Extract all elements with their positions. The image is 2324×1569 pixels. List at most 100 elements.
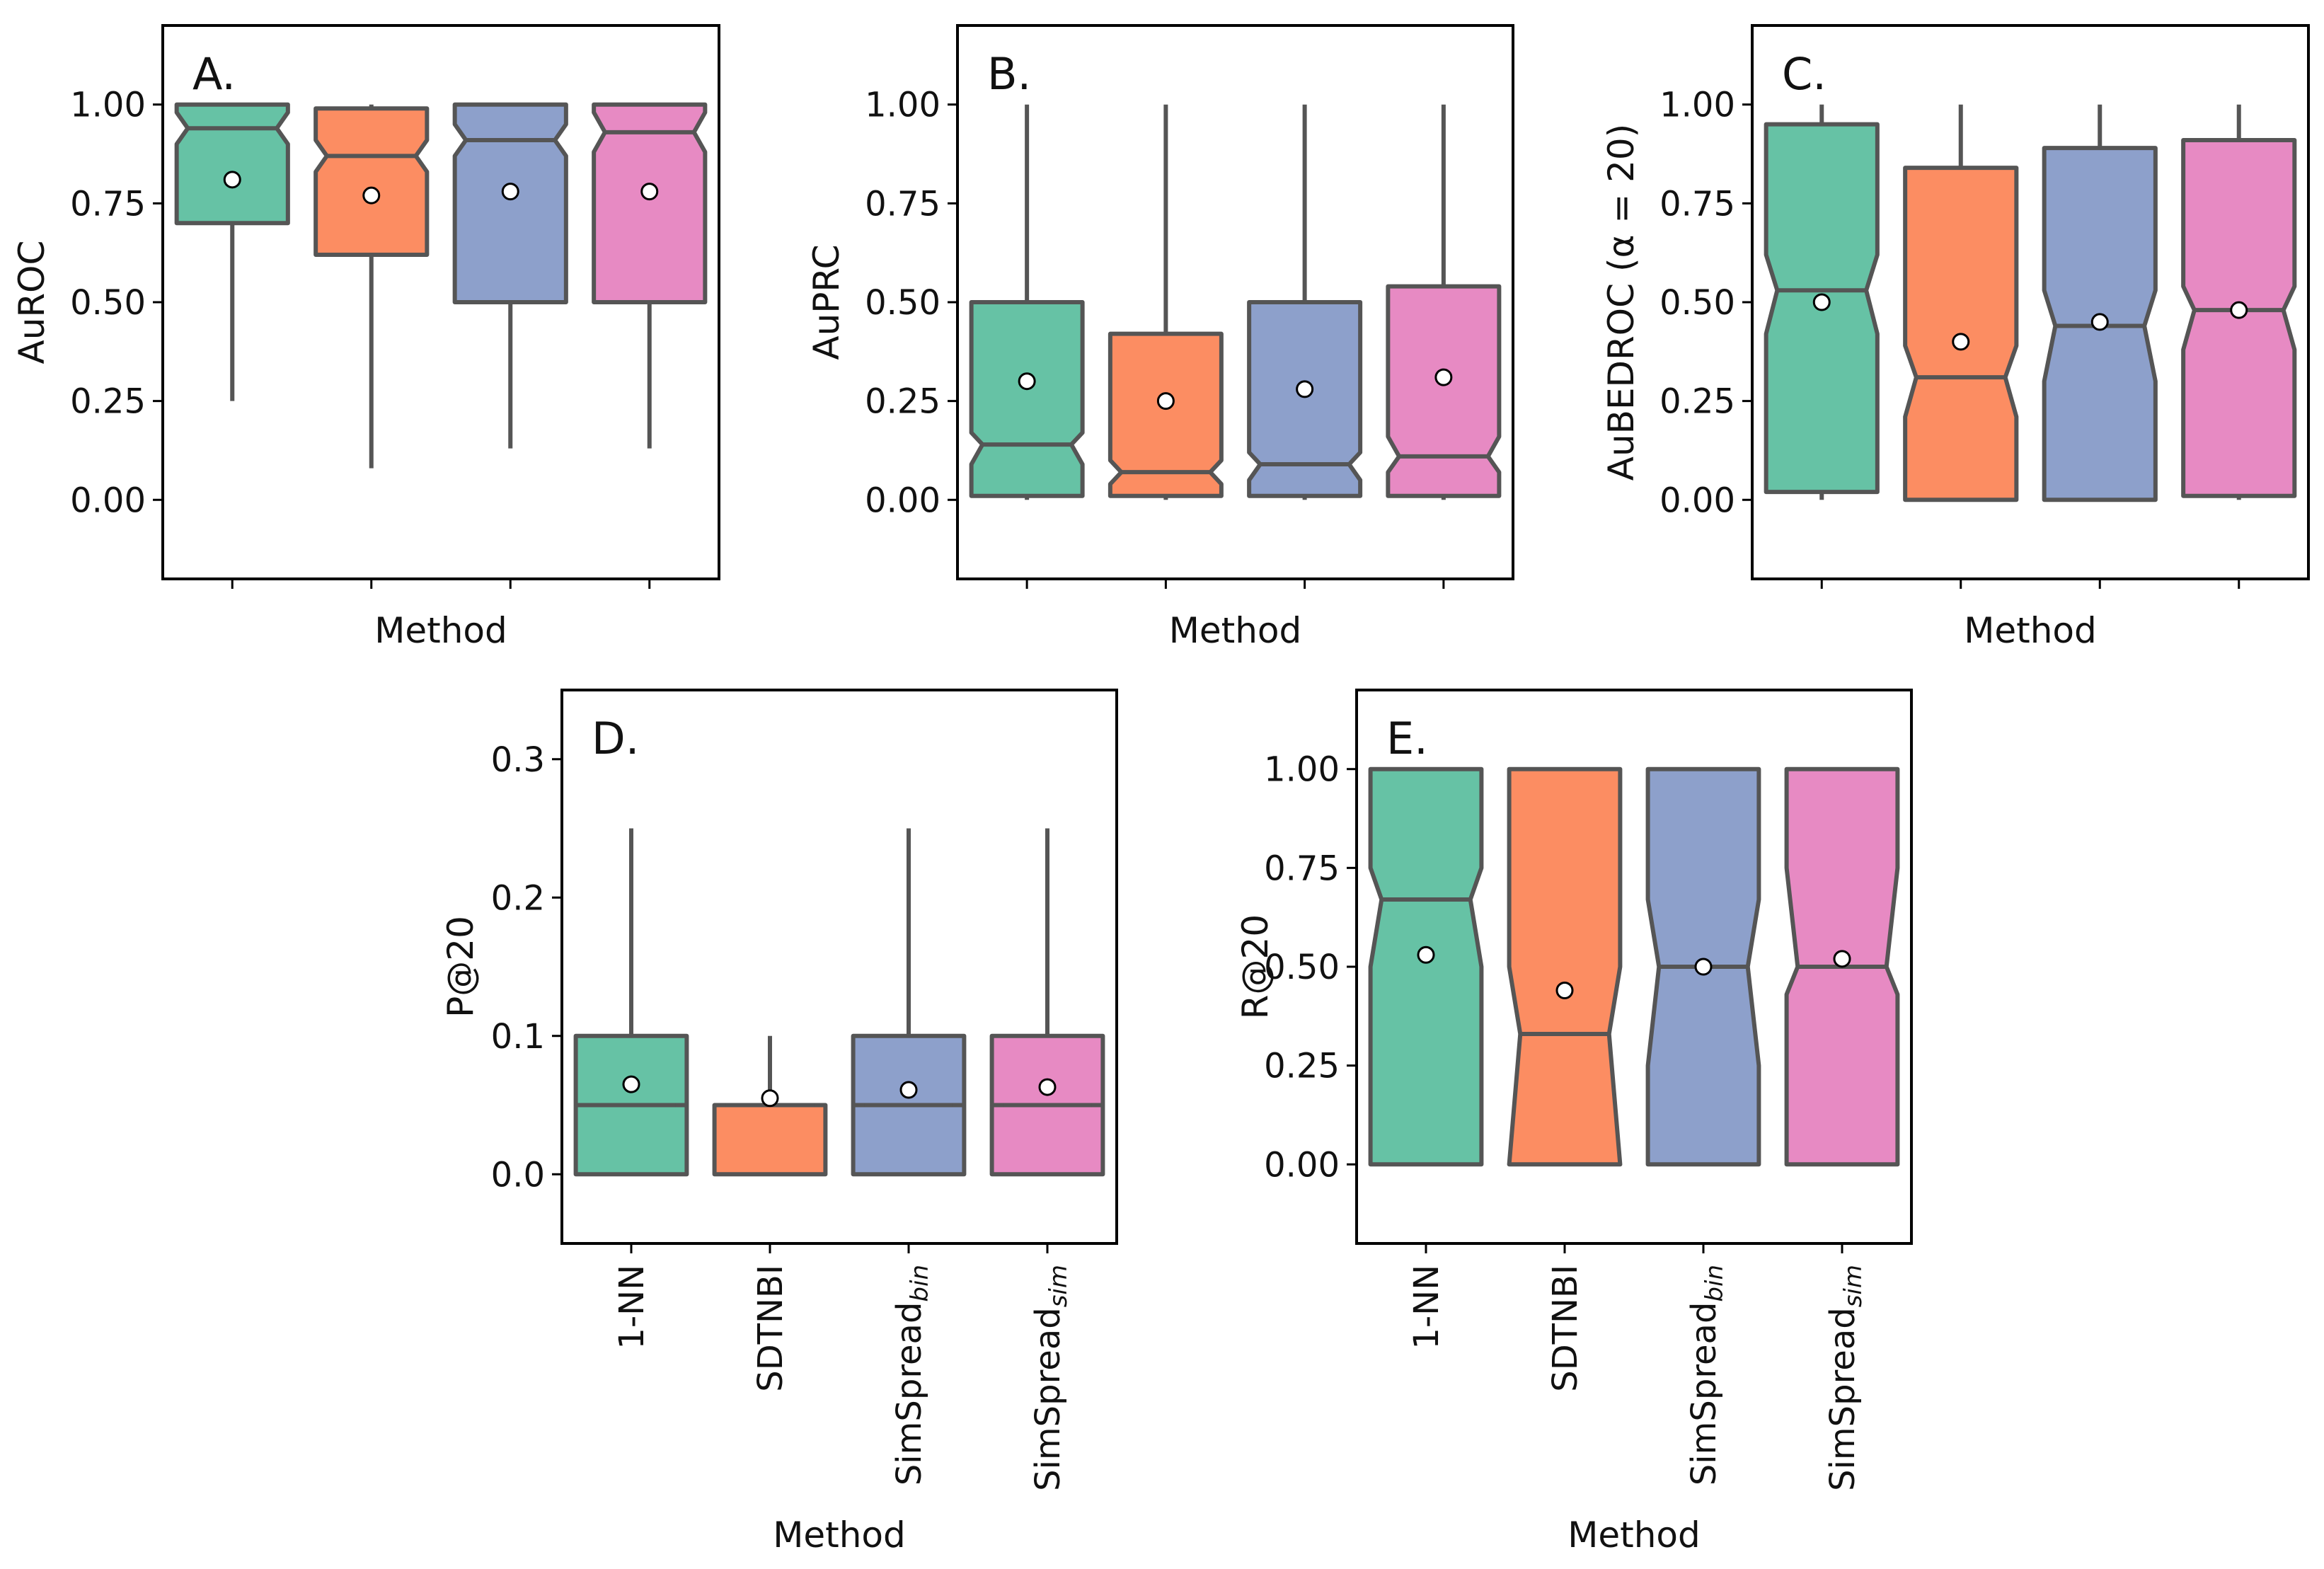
- y-tick-label: 0.50: [865, 283, 940, 323]
- y-tick-label: 0.00: [70, 481, 146, 520]
- mean-marker: [899, 1081, 918, 1099]
- y-tick-label: 1.00: [865, 86, 940, 125]
- x-tick-label: SimSpreadbin: [890, 1265, 934, 1485]
- y-tick-label: 0.0: [491, 1155, 545, 1195]
- y-tick-label: 1.00: [70, 86, 146, 125]
- box-body: [1386, 284, 1502, 498]
- panel-label: A.: [192, 48, 236, 100]
- y-tick-label: 0.50: [1659, 283, 1735, 323]
- y-tick-label: 0.50: [70, 283, 146, 323]
- box-sdtnbi: [1108, 104, 1224, 500]
- y-tick-label: 0.75: [1264, 849, 1340, 888]
- x-tick-label: 1-NN: [1407, 1265, 1446, 1350]
- box-body: [174, 102, 290, 226]
- panel-label: E.: [1386, 713, 1428, 764]
- box-body: [1247, 300, 1363, 498]
- y-tick-label: 1.00: [1659, 86, 1735, 125]
- box-simspread-bin: [851, 828, 967, 1177]
- box-1-nn: [573, 828, 689, 1177]
- mean-marker: [1833, 950, 1851, 968]
- x-tick-label: SDTNBI: [1546, 1265, 1585, 1392]
- plot-frame: [1751, 24, 2310, 580]
- box-simspread-bin: [452, 102, 568, 449]
- y-tick-label: 0.25: [1264, 1047, 1340, 1086]
- x-axis-label: Method: [1964, 610, 2097, 651]
- y-tick-label: 0.00: [1659, 481, 1735, 520]
- mean-marker: [1296, 380, 1314, 398]
- mean-marker: [362, 186, 381, 205]
- box-simspread-sim: [989, 828, 1105, 1177]
- box-body: [452, 102, 568, 304]
- plot-frame: [161, 24, 720, 580]
- mean-marker: [640, 183, 659, 201]
- y-axis-label: R@20: [1235, 914, 1276, 1019]
- box-1-nn: [969, 104, 1085, 500]
- box-body: [592, 102, 708, 304]
- y-tick-label: 0.75: [1659, 184, 1735, 224]
- chart-panel-c: 0.00 0.25 0.50 0.75 1.00 C. AuBEDROC (α = 20) M…: [1601, 24, 2310, 651]
- plot-frame: [956, 24, 1514, 580]
- x-tick-label: SimSpreadsim: [1823, 1265, 1868, 1491]
- mean-marker: [1434, 368, 1453, 386]
- x-axis-label: Method: [773, 1515, 906, 1556]
- mean-marker: [1018, 372, 1036, 391]
- plot-frame: [560, 689, 1118, 1245]
- y-tick-label: 0.00: [865, 481, 940, 520]
- box-simspread-bin: [2042, 104, 2158, 502]
- mean-marker: [1417, 946, 1435, 964]
- x-tick-label: SDTNBI: [751, 1265, 790, 1392]
- mean-marker: [1952, 333, 1970, 351]
- box-body: [313, 106, 430, 257]
- box-simspread-bin: [1247, 104, 1363, 500]
- box-sdtnbi: [1903, 104, 2019, 502]
- chart-panel-b: 0.00 0.25 0.50 0.75 1.00 B. AuPRC Method: [806, 24, 1514, 651]
- mean-marker: [501, 183, 519, 201]
- panel-label: D.: [592, 713, 639, 764]
- y-axis-label: AuBEDROC (α = 20): [1601, 124, 1642, 481]
- box-body: [969, 300, 1085, 498]
- chart-panel-a: 0.00 0.25 0.50 0.75 1.00 A. AuROC Method: [11, 24, 720, 651]
- mean-marker: [1812, 293, 1831, 311]
- box-body: [1368, 766, 1484, 1167]
- mean-marker: [2090, 313, 2109, 331]
- box-body: [1507, 766, 1623, 1167]
- x-axis-label: Method: [1567, 1515, 1701, 1556]
- y-tick-label: 0.25: [70, 382, 146, 422]
- mean-marker: [1555, 982, 1574, 1000]
- mean-marker: [1694, 958, 1713, 976]
- x-tick-label: SimSpreadsim: [1028, 1265, 1073, 1491]
- mean-marker: [1038, 1078, 1057, 1096]
- box-body: [712, 1103, 828, 1177]
- chart-panel-d: 0.0 0.1 0.2 0.3 1-NN SDTNBI SimSpreadbin SimSpr…: [440, 689, 1118, 1556]
- mean-marker: [223, 171, 241, 189]
- y-tick-label: 0.50: [1264, 948, 1340, 987]
- x-tick-label: 1-NN: [612, 1265, 652, 1350]
- box-simspread-sim: [2181, 104, 2297, 500]
- mean-marker: [761, 1089, 779, 1108]
- y-axis-label: AuPRC: [806, 244, 847, 360]
- panel-label: B.: [987, 48, 1031, 100]
- y-tick-label: 0.75: [865, 184, 940, 224]
- mean-marker: [1156, 392, 1175, 410]
- y-tick-label: 1.00: [1264, 750, 1340, 790]
- y-tick-label: 0.00: [1264, 1145, 1340, 1185]
- panel-label: C.: [1782, 48, 1827, 100]
- box-simspread-bin: [1645, 766, 1761, 1167]
- box-sdtnbi: [313, 104, 430, 469]
- box-simspread-sim: [1784, 766, 1900, 1167]
- box-sdtnbi: [712, 1035, 828, 1177]
- box-simspread-sim: [592, 102, 708, 449]
- box-body: [1108, 331, 1224, 498]
- plot-frame: [1355, 689, 1913, 1245]
- y-tick-label: 0.2: [491, 878, 545, 918]
- y-tick-label: 0.1: [491, 1017, 545, 1057]
- box-1-nn: [174, 102, 290, 401]
- mean-marker: [2230, 301, 2248, 319]
- y-axis-label: P@20: [440, 916, 481, 1018]
- box-1-nn: [1368, 766, 1484, 1167]
- box-1-nn: [1764, 104, 1880, 500]
- x-axis-label: Method: [374, 610, 507, 651]
- box-sdtnbi: [1507, 766, 1623, 1167]
- mean-marker: [622, 1075, 640, 1093]
